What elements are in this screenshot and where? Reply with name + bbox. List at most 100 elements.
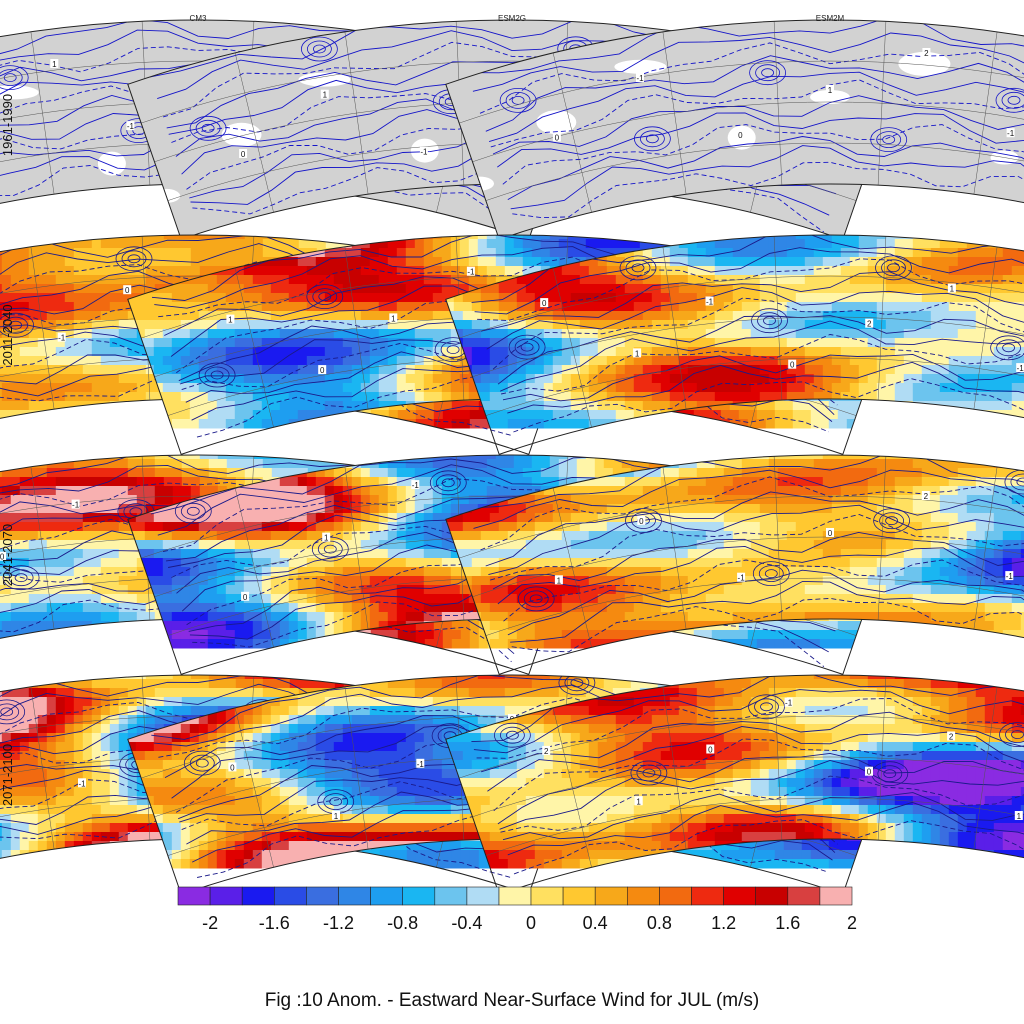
anomaly-cell [486,275,497,285]
anomaly-cell [288,311,299,321]
anomaly-cell [450,356,461,366]
anomaly-cell [235,248,246,258]
anomaly-cell [441,392,452,402]
anomaly-cell [696,248,707,258]
anomaly-cell [777,248,788,258]
anomaly-cell [696,284,707,294]
anomaly-cell [82,338,93,348]
anomaly-cell [387,320,398,330]
anomaly-cell [91,347,102,357]
anomaly-cell [73,275,84,285]
anomaly-cell [279,311,290,321]
anomaly-cell [154,266,165,276]
anomaly-cell [252,347,263,357]
anomaly-cell [82,392,93,402]
anomaly-cell [118,365,129,375]
anomaly-cell [144,302,155,312]
anomaly-cell [207,347,218,357]
anomaly-cell [651,293,662,303]
anomaly-cell [405,293,416,303]
anomaly-cell [912,275,923,285]
anomaly-cell [252,365,263,375]
anomaly-cell [64,329,75,339]
anomaly-cell [423,392,434,402]
anomaly-cell [28,284,39,294]
anomaly-cell [549,239,560,249]
anomaly-cell [462,293,473,303]
anomaly-cell [804,293,815,303]
anomaly-cell [678,284,689,294]
anomaly-cell [612,239,623,249]
anomaly-cell [786,248,797,258]
anomaly-cell [975,266,986,276]
anomaly-cell [118,419,128,429]
anomaly-cell [747,419,758,429]
anomaly-cell [144,347,155,357]
anomaly-cell [450,383,461,393]
anomaly-cell [225,383,236,393]
anomaly-cell [984,293,995,303]
anomaly-cell [118,302,129,312]
anomaly-cell [891,419,897,429]
anomaly-cell [864,419,875,429]
anomaly-cell [118,266,129,276]
anomaly-cell [118,311,129,321]
anomaly-cell [804,257,815,267]
anomaly-cell [127,257,138,267]
anomaly-cell [252,383,263,393]
anomaly-cell [198,365,209,375]
anomaly-cell [109,392,120,402]
anomaly-cell [687,275,698,285]
anomaly-cell [792,410,803,420]
anomaly-cell [759,239,770,249]
anomaly-cell [288,275,299,285]
anomaly-cell [163,235,174,240]
anomaly-cell [82,374,93,384]
anomaly-cell [543,266,554,276]
anomaly-cell [351,235,362,240]
anomaly-cell [705,266,716,276]
anomaly-cell [819,410,830,420]
anomaly-cell [387,392,398,402]
anomaly-cell [469,419,480,429]
anomaly-cell [180,338,191,348]
anomaly-cell [585,239,596,249]
anomaly-cell [669,248,680,258]
anomaly-cell [360,284,371,294]
anomaly-cell [660,266,671,276]
anomaly-cell [271,248,282,258]
anomaly-cell [732,239,743,249]
contour-label: 1 [228,316,233,325]
anomaly-cell [351,275,362,285]
anomaly-cell [660,235,671,240]
anomaly-cell [82,347,93,357]
anomaly-cell [804,248,815,258]
anomaly-cell [885,235,896,240]
map-panels: 021-1012-1001-101200-1012-1010-1021-1031… [0,19,1024,896]
anomaly-cell [207,338,218,348]
contour-label-bg [318,365,327,375]
anomaly-cell [741,302,752,312]
anomaly-cell [333,383,344,393]
anomaly-cell [687,248,698,258]
anomaly-cell [507,275,518,285]
contour-label: 1 [828,86,833,95]
anomaly-cell [189,383,200,393]
anomaly-cell [801,419,812,429]
anomaly-cell [37,329,48,339]
anomaly-cell [127,248,138,258]
anomaly-cell [414,338,425,348]
anomaly-cell [163,266,174,276]
anomaly-cell [252,311,263,321]
contour-line [490,79,1024,148]
anomaly-cell [459,248,470,258]
anomaly-cell [460,410,471,420]
anomaly-cell [46,401,57,411]
anomaly-cell [190,248,201,258]
anomaly-cell [930,302,941,312]
anomaly-cell [171,392,182,402]
anomaly-cell [912,257,923,267]
anomaly-cell [486,248,497,258]
anomaly-cell [966,302,977,312]
anomaly-cell [207,329,218,339]
